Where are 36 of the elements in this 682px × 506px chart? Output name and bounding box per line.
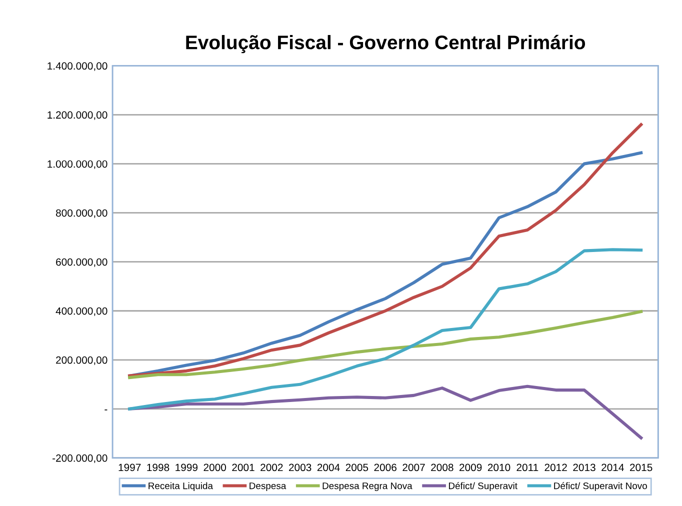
y-tick-label: 1.000.000,00 — [48, 160, 108, 169]
legend-label: Défict/ Superavit Novo — [554, 482, 647, 492]
x-tick-label: 2000 — [204, 464, 226, 472]
y-tick-label: 1.200.000,00 — [48, 111, 108, 120]
x-tick-label: 2004 — [317, 464, 340, 472]
x-tick-label: 1998 — [147, 464, 170, 472]
x-tick-label: 1997 — [118, 464, 141, 472]
x-tick-label: 2010 — [488, 464, 510, 472]
line-series — [128, 310, 643, 380]
x-tick-label: 2011 — [516, 464, 538, 472]
x-tick-label: 2006 — [374, 464, 396, 472]
x-tick-label: 2003 — [289, 464, 312, 472]
x-tick-label: 2001 — [232, 464, 254, 472]
legend-label: Défict/ Superavit — [448, 482, 518, 492]
legend-label: Despesa — [250, 482, 286, 492]
line-series — [128, 248, 643, 410]
legend-label: Despesa Regra Nova — [322, 482, 412, 492]
x-tick-label: 2013 — [573, 464, 596, 472]
x-tick-label: 2005 — [346, 464, 368, 472]
y-tick-label: -200.000,00 — [52, 454, 108, 464]
x-tick-label: 2014 — [602, 464, 624, 472]
x-tick-label: 1999 — [176, 464, 198, 472]
y-tick-label: 800.000,00 — [56, 209, 108, 218]
chart-title: Evolução Fiscal - Governo Central Primário — [186, 34, 586, 54]
line-series — [128, 384, 643, 440]
x-tick-label: 2007 — [402, 464, 425, 472]
x-tick-label: 2012 — [544, 464, 567, 472]
x-tick-label: 2008 — [431, 464, 454, 472]
legend-label: Receita Liquida — [148, 482, 213, 492]
x-tick-label: 2002 — [260, 464, 283, 472]
x-tick-label: 2009 — [460, 464, 482, 472]
y-tick-label: 1.400.000,00 — [48, 62, 108, 71]
y-tick-label: 200.000,00 — [56, 356, 108, 365]
y-tick-label: 400.000,00 — [56, 307, 108, 316]
y-tick-label: 600.000,00 — [56, 258, 108, 267]
x-tick-label: 2015 — [630, 464, 652, 472]
